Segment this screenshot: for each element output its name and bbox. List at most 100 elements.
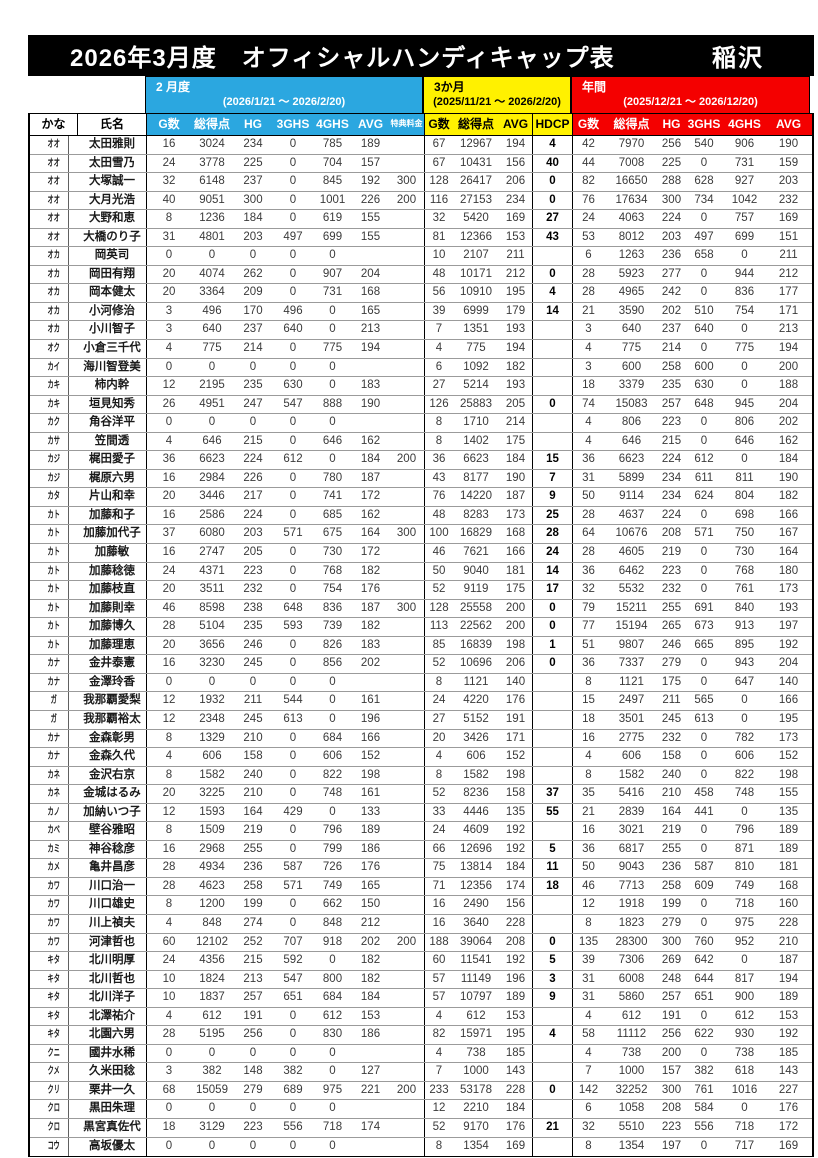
cell-feb-2: 300 bbox=[243, 193, 263, 206]
cell-feb-1: 0 bbox=[208, 1102, 216, 1115]
cell-yr-5: 140 bbox=[778, 675, 799, 688]
cell-m3-1: 15971 bbox=[460, 1028, 492, 1041]
cell-m3-1: 16829 bbox=[460, 527, 492, 540]
cell-feb-2: 232 bbox=[243, 583, 263, 596]
cell-yr-1: 2839 bbox=[618, 805, 645, 818]
cell-yr-5: 204 bbox=[778, 657, 799, 670]
cell-yr-1: 4063 bbox=[618, 212, 645, 225]
cell-name: 黒宮真佐代 bbox=[78, 1118, 147, 1137]
cell-name: 小倉三千代 bbox=[78, 340, 147, 358]
cell-feb-2: 237 bbox=[243, 175, 263, 188]
cell-m3-1: 9170 bbox=[463, 1120, 489, 1133]
cell-yr-5: 210 bbox=[778, 935, 799, 948]
cell-kana: カメ bbox=[39, 859, 69, 877]
cell-feb-1: 9051 bbox=[199, 193, 225, 206]
cell-yr-0: 28 bbox=[582, 508, 595, 521]
cell-hdcp bbox=[533, 914, 573, 933]
cell-yr-1: 5510 bbox=[618, 1120, 645, 1133]
cell-feb-4: 704 bbox=[322, 156, 343, 169]
cell-yr-0: 32 bbox=[582, 1120, 595, 1133]
cell-yr-5: 198 bbox=[778, 768, 799, 781]
cell-feb-3: 640 bbox=[283, 323, 303, 336]
cell-feb-2: 257 bbox=[243, 991, 263, 1004]
cell-feb-1: 2195 bbox=[199, 379, 225, 392]
cell-feb-5 bbox=[352, 1045, 389, 1063]
cell-m3-0: 16 bbox=[432, 916, 446, 929]
cell-yr-0: 6 bbox=[585, 249, 592, 262]
cell-yr-4: 717 bbox=[734, 1139, 755, 1152]
cell-feb-5: 226 bbox=[360, 193, 381, 206]
cell-hdcp: 0 bbox=[533, 395, 573, 414]
cell-yr-5: 160 bbox=[778, 898, 799, 911]
cell-feb-4: 796 bbox=[322, 824, 343, 837]
cell-m3-2: 192 bbox=[499, 952, 533, 970]
cell-yr-2: 300 bbox=[661, 1083, 682, 1096]
cell-feb-6 bbox=[389, 748, 425, 766]
cell-yr-4: 796 bbox=[734, 824, 755, 837]
cell-feb-1: 1329 bbox=[199, 731, 225, 744]
cell-yr-2: 232 bbox=[661, 731, 682, 744]
cell-m3-2: 228 bbox=[499, 914, 533, 933]
cell-yr-3: 0 bbox=[700, 657, 708, 670]
table-row: オオ 大塚誠一 32 6148 237 0 845 192 300 128 26417 206 0 82 1… bbox=[30, 173, 812, 192]
cell-yr-3: 0 bbox=[700, 1046, 708, 1059]
cell-yr-3: 540 bbox=[694, 138, 714, 150]
cell-yr-5: 180 bbox=[778, 564, 799, 577]
cell-feb-2: 224 bbox=[243, 453, 263, 466]
cell-feb-3: 0 bbox=[289, 249, 297, 262]
table-row: クロ 黒宮真佐代 18 3129 223 556 718 174 52 9170 176 21 32 55… bbox=[30, 1118, 812, 1138]
cell-m3-0: 66 bbox=[432, 842, 446, 855]
group-annual-label: 年間 bbox=[582, 80, 607, 94]
cell-yr-1: 640 bbox=[621, 323, 642, 336]
cell-m3-0: 52 bbox=[432, 583, 446, 596]
table-row: カワ 川上禎夫 4 848 274 0 848 212 16 3640 228 8 1823 279 0 97… bbox=[30, 914, 812, 934]
cell-feb-5: 182 bbox=[360, 954, 381, 967]
cell-yr-0: 21 bbox=[582, 805, 595, 818]
location-label: 稲沢 bbox=[712, 45, 764, 72]
cell-hdcp: 3 bbox=[533, 970, 573, 989]
cell-feb-6 bbox=[389, 247, 425, 265]
cell-feb-4: 749 bbox=[322, 879, 343, 892]
cell-feb-4: 718 bbox=[322, 1120, 343, 1133]
cell-feb-0: 3 bbox=[165, 304, 173, 317]
cell-feb-0: 0 bbox=[165, 675, 173, 688]
cell-feb-4: 0 bbox=[329, 675, 336, 688]
col-header-yr-total: 総得点 bbox=[604, 114, 659, 135]
table-row: オカ 岡田有翔 20 4074 262 0 907 204 48 10171 212 0 28 5923 2… bbox=[30, 265, 812, 285]
cell-m3-2: 187 bbox=[499, 488, 533, 506]
cell-m3-2: 190 bbox=[499, 469, 533, 488]
cell-hdcp bbox=[533, 414, 573, 432]
cell-m3-0: 52 bbox=[432, 787, 446, 800]
cell-feb-1: 3656 bbox=[199, 638, 225, 651]
col-header-yr-avg: AVG bbox=[765, 114, 812, 135]
cell-yr-5: 173 bbox=[778, 583, 799, 596]
cell-feb-3: 0 bbox=[289, 824, 297, 837]
cell-yr-5: 169 bbox=[778, 1139, 799, 1152]
cell-yr-5: 182 bbox=[778, 490, 799, 503]
cell-m3-2: 184 bbox=[499, 859, 533, 877]
cell-feb-6 bbox=[389, 989, 425, 1007]
cell-kana: カベ bbox=[39, 822, 69, 840]
cell-name: 片山和幸 bbox=[78, 488, 147, 506]
cell-m3-1: 10431 bbox=[460, 156, 492, 169]
cell-m3-2: 195 bbox=[499, 1026, 533, 1044]
cell-feb-2: 235 bbox=[243, 620, 263, 633]
table-row: キタ 北澤祐介 4 612 191 0 612 153 4 612 153 4 612 191 0 612 15… bbox=[30, 1007, 812, 1027]
cell-yr-3: 0 bbox=[700, 1009, 708, 1022]
cell-yr-4: 0 bbox=[741, 954, 748, 967]
cell-m3-2: 189 bbox=[499, 989, 533, 1007]
cell-feb-4: 856 bbox=[322, 657, 343, 670]
table-row: カワ 川口雄史 8 1200 199 0 662 150 16 2490 156 12 1918 199 0… bbox=[30, 896, 812, 915]
cell-yr-1: 7337 bbox=[618, 657, 645, 670]
cell-yr-2: 175 bbox=[661, 675, 682, 688]
cell-feb-3: 0 bbox=[289, 156, 297, 169]
cell-feb-5: 172 bbox=[360, 490, 381, 503]
cell-feb-4: 754 bbox=[322, 583, 343, 596]
cell-feb-6: 200 bbox=[389, 1081, 425, 1100]
cell-feb-4: 646 bbox=[322, 434, 343, 447]
cell-m3-2: 194 bbox=[499, 340, 533, 358]
cell-m3-1: 16839 bbox=[460, 638, 492, 651]
cell-yr-4: 822 bbox=[734, 768, 755, 781]
cell-yr-5: 185 bbox=[778, 1046, 799, 1059]
cell-hdcp: 5 bbox=[533, 952, 573, 970]
